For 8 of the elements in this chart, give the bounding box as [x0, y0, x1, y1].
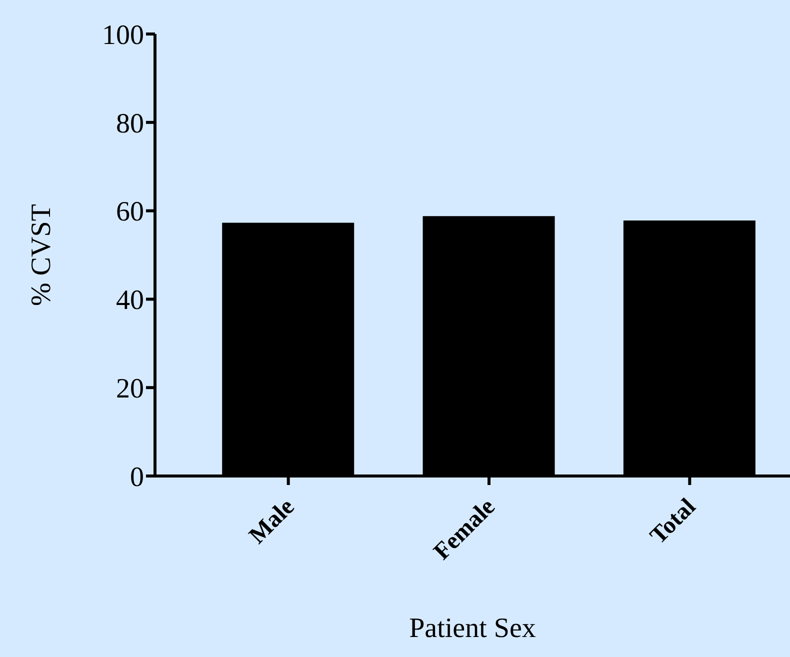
y-tick-label: 60 — [116, 196, 144, 228]
y-tick-label: 0 — [130, 462, 144, 493]
y-tick-label: 20 — [116, 374, 144, 405]
y-tick-label: 80 — [116, 108, 144, 140]
y-tick-label: 100 — [102, 20, 144, 51]
y-axis-title: % CVST — [26, 204, 57, 306]
x-axis-title: Patient Sex — [409, 613, 536, 644]
y-tick-label: 40 — [116, 285, 144, 316]
